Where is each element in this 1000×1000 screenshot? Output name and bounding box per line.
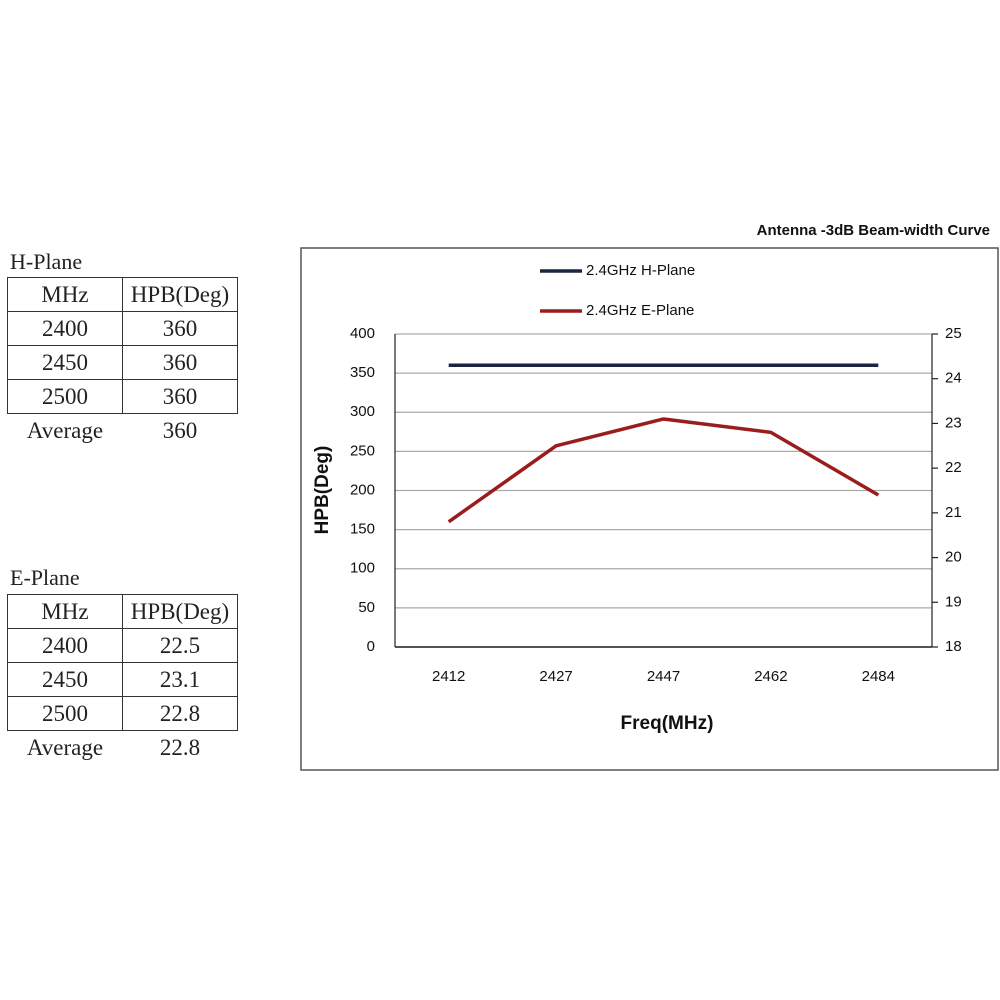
table: MHz HPB(Deg) 2400 360 2450 360 2500 360 Average 3…	[7, 277, 238, 447]
table-row: MHz HPB(Deg)	[7, 594, 238, 629]
x-axis-label: Freq(MHz)	[621, 713, 714, 734]
y2-tick-label: 21	[945, 504, 962, 521]
table-cell: HPB(Deg)	[122, 594, 238, 629]
table-cell: 360	[122, 379, 238, 414]
legend-label: 2.4GHz H-Plane	[586, 262, 695, 279]
table-cell: 22.8	[159, 734, 201, 760]
table-row: 2500 22.8	[7, 696, 238, 731]
table-title: H-Plane	[10, 249, 83, 274]
series-line	[447, 417, 880, 524]
chart-frame	[300, 247, 999, 771]
y-tick-label: 250	[350, 442, 375, 459]
y-tick-label: 300	[350, 403, 375, 420]
table-cell: MHz	[7, 277, 123, 312]
x-tick-label: 2447	[647, 668, 680, 685]
y2-tick-label: 24	[945, 370, 962, 387]
y2-tick-label: 19	[945, 593, 962, 610]
table-cell: 2500	[7, 379, 123, 414]
table: MHz HPB(Deg) 2400 22.5 2450 23.1 2500 22.8 Avera…	[7, 594, 238, 764]
y2-tick-label: 18	[945, 638, 962, 655]
chart-title: Antenna -3dB Beam-width Curve	[757, 222, 990, 239]
table-row: 2450 23.1	[7, 662, 238, 697]
table-cell: Average	[26, 417, 104, 443]
y-tick-label: 200	[350, 481, 375, 498]
y-tick-label: 150	[350, 521, 375, 538]
table-title: E-Plane	[10, 565, 80, 590]
table-cell: 360	[122, 311, 238, 346]
table-cell: Average	[26, 734, 104, 760]
y2-tick-label: 23	[945, 414, 962, 431]
x-tick-label: 2427	[539, 668, 572, 685]
x-tick-label: 2412	[432, 668, 465, 685]
table-row: Average 360	[8, 414, 238, 448]
y2-tick-label: 25	[945, 325, 962, 342]
table-cell: 22.8	[122, 696, 238, 731]
table-row: 2450 360	[7, 345, 238, 380]
table-row: 2500 360	[7, 379, 238, 414]
table-cell: 360	[162, 417, 198, 443]
table-cell: 360	[122, 345, 238, 380]
y-tick-label: 0	[367, 638, 375, 655]
table-row: Average 22.8	[8, 731, 238, 765]
table-cell: 2450	[7, 662, 123, 697]
y-tick-label: 100	[350, 560, 375, 577]
x-tick-label: 2462	[754, 668, 787, 685]
table-cell: 2400	[7, 628, 123, 663]
y-axis-label: HPB(Deg)	[312, 446, 333, 535]
y-tick-label: 400	[350, 325, 375, 342]
y2-tick-label: 20	[945, 549, 962, 566]
table-cell: 2450	[7, 345, 123, 380]
x-tick-label: 2484	[862, 668, 895, 685]
table-cell: MHz	[7, 594, 123, 629]
table-row: 2400 360	[7, 311, 238, 346]
y-tick-label: 50	[358, 599, 375, 616]
table-cell: 2400	[7, 311, 123, 346]
table-cell: 2500	[7, 696, 123, 731]
table-row: 2400 22.5	[7, 628, 238, 663]
y2-tick-label: 22	[945, 459, 962, 476]
legend-label: 2.4GHz E-Plane	[586, 302, 694, 319]
y-tick-label: 350	[350, 364, 375, 381]
